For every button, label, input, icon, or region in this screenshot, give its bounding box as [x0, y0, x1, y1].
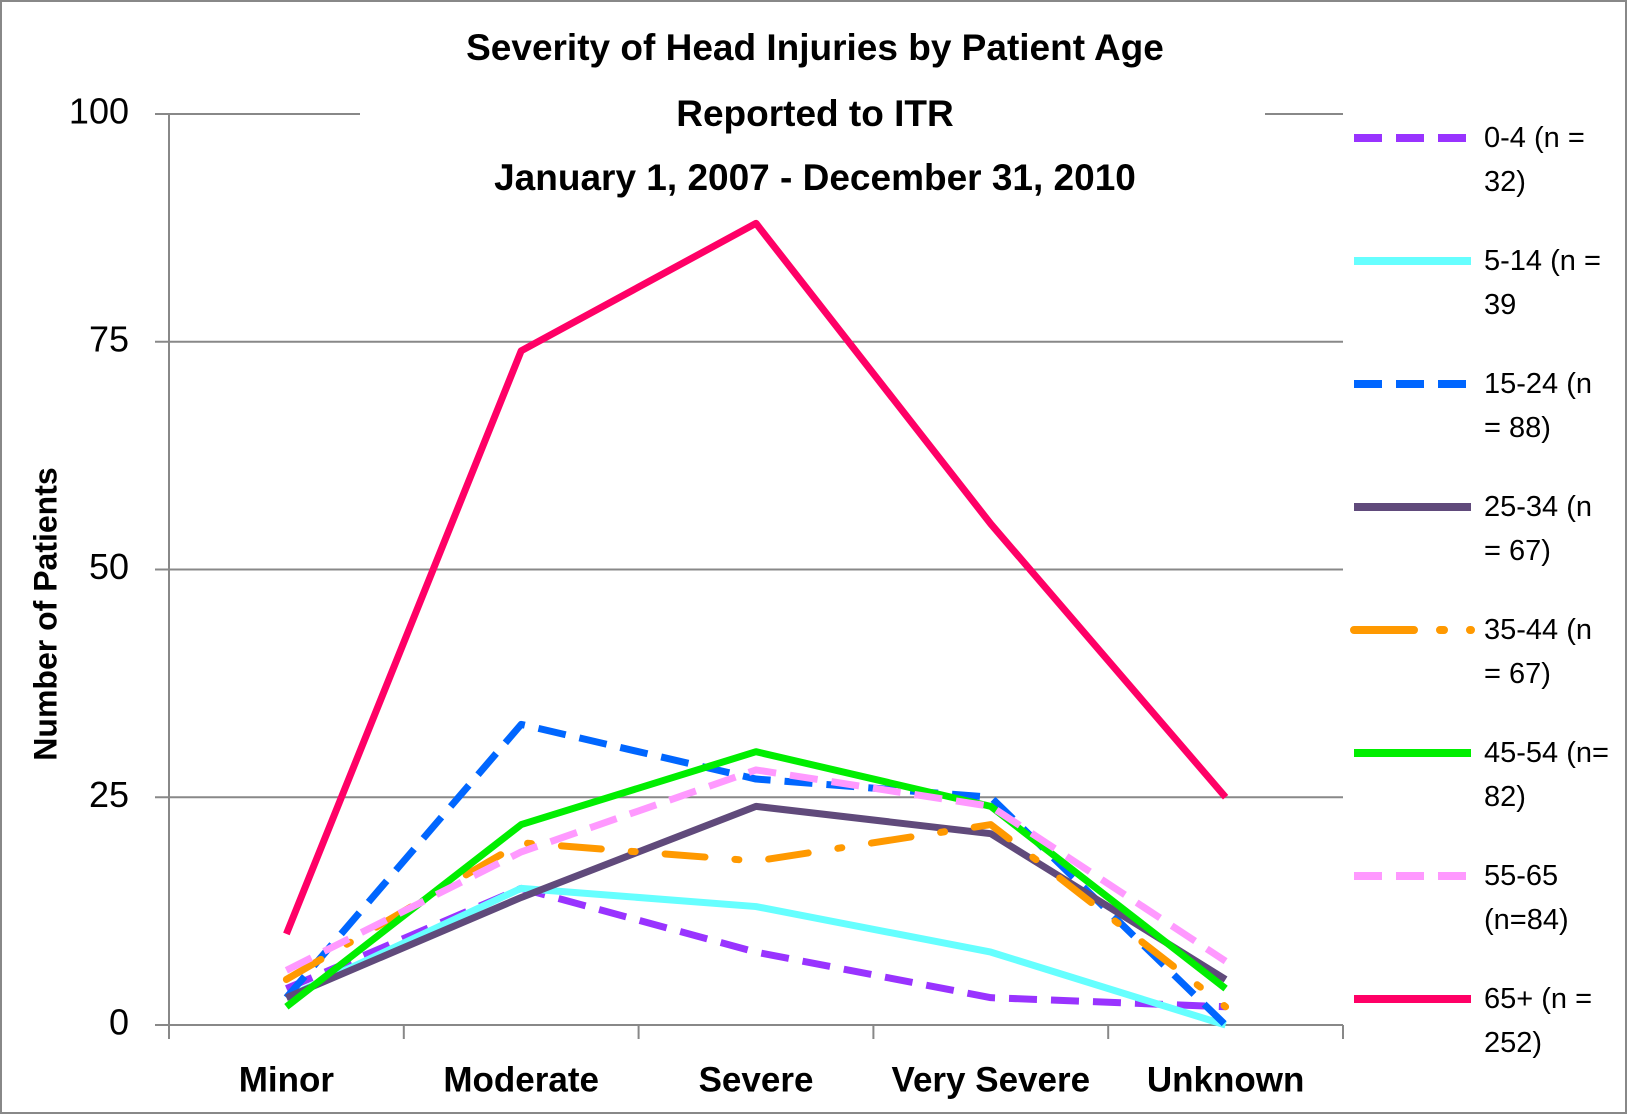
- x-tick-label: Very Severe: [892, 1060, 1091, 1099]
- legend-label: 25-34 (n = 67): [1484, 491, 1593, 567]
- x-tick-label: Severe: [699, 1060, 814, 1099]
- y-axis-label: Number of Patients: [27, 467, 63, 760]
- lines: [282, 219, 1230, 1029]
- chart-title: Severity of Head Injuries by Patient Age: [466, 27, 1164, 68]
- legend-label: 55-65 (n=84): [1484, 860, 1569, 936]
- x-tick-label: Moderate: [443, 1060, 599, 1099]
- chart-title: Reported to ITR: [676, 93, 953, 134]
- legend-label: 35-44 (n = 67): [1484, 614, 1593, 690]
- series-line: [284, 884, 1227, 1029]
- series-line: [283, 219, 1229, 936]
- y-tick-label: 25: [89, 774, 129, 815]
- chart-title: January 1, 2007 - December 31, 2010: [494, 157, 1136, 198]
- legend-label: 0-4 (n = 32): [1484, 122, 1585, 198]
- x-tick-label: Unknown: [1147, 1060, 1304, 1099]
- legend-label: 5-14 (n = 39: [1484, 245, 1601, 321]
- series-line: [283, 720, 1229, 1028]
- series-line: [284, 748, 1228, 1010]
- legend-label: 15-24 (n = 88): [1484, 368, 1593, 444]
- y-tick-label: 0: [109, 1002, 129, 1043]
- x-tick-label: Minor: [239, 1060, 335, 1099]
- legend-label: 45-54 (n= 82): [1484, 737, 1609, 813]
- y-tick-label: 100: [69, 91, 129, 132]
- y-tick-label: 75: [89, 318, 129, 359]
- title-background: [360, 20, 1265, 210]
- series-line: [284, 766, 1228, 974]
- legend-label: 65+ (n = 252): [1484, 983, 1593, 1059]
- y-tick-label: 50: [89, 546, 129, 587]
